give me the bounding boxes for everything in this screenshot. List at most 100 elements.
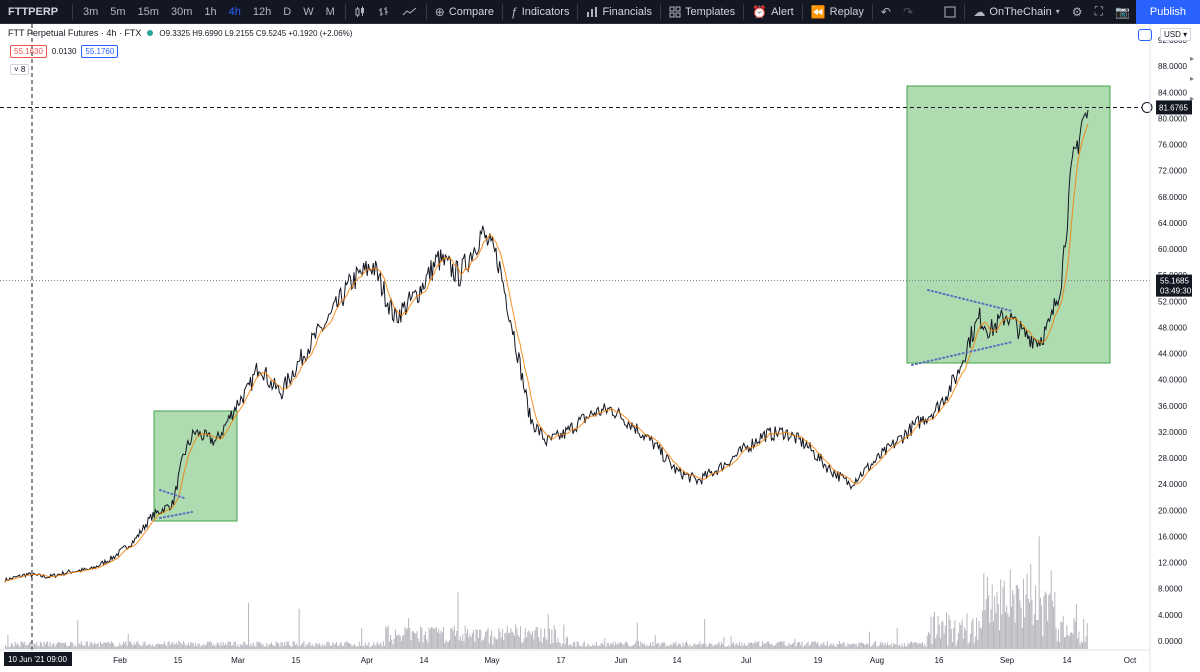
buy-price-button[interactable]: 55.1760 (81, 45, 119, 58)
toolbar-divider (577, 3, 579, 20)
undo-button[interactable]: ↶ (875, 0, 897, 24)
volume-bar (1003, 580, 1005, 649)
right-side-toolbar: ▸ ▸ ▸ (1190, 54, 1200, 114)
volume-bar (1023, 578, 1025, 649)
volume-bar (961, 619, 963, 649)
auto-scale-button[interactable] (1138, 29, 1152, 41)
volume-bar (1037, 619, 1039, 649)
volume-bar (347, 642, 349, 649)
volume-indicator-label: 8 (20, 65, 26, 74)
compare-button[interactable]: ⊕ Compare (429, 0, 500, 24)
bars-chart-type-button[interactable] (372, 0, 396, 24)
volume-bar (386, 627, 388, 649)
volume-bar (178, 640, 180, 649)
line-chart-type-button[interactable] (396, 0, 424, 24)
volume-bar (538, 636, 540, 649)
volume-bar (989, 622, 991, 649)
volume-bar (1053, 606, 1055, 649)
alerts-panel-icon[interactable]: ▸ (1190, 74, 1195, 83)
volume-bar (49, 641, 51, 649)
volume-bar (337, 645, 339, 649)
interval-15m-button[interactable]: 15m (137, 5, 159, 18)
layout-toggle-button[interactable] (938, 0, 962, 24)
interval-d-button[interactable]: D (283, 5, 292, 18)
volume-bar (917, 644, 919, 649)
volume-bar (959, 622, 961, 649)
volume-bar (495, 639, 497, 649)
time-tick-label: 14 (673, 656, 682, 665)
volume-bar (964, 627, 966, 649)
volume-bar (781, 641, 783, 649)
interval-m-button[interactable]: M (325, 5, 335, 18)
volume-bar (452, 630, 454, 649)
layout-name-button[interactable]: ☁ OnTheChain ▾ (967, 0, 1065, 24)
watchlist-icon[interactable]: ▸ (1190, 54, 1195, 63)
alert-button[interactable]: ⏰ Alert (746, 0, 800, 24)
financials-button[interactable]: Financials (580, 0, 658, 24)
volume-bar (237, 644, 239, 649)
replay-icon: ⏪ (810, 4, 826, 19)
templates-button[interactable]: Templates (663, 0, 741, 24)
interval-30m-button[interactable]: 30m (170, 5, 193, 18)
volume-bar (11, 642, 13, 649)
volume-bar (758, 641, 760, 649)
volume-bar (878, 645, 880, 649)
volume-bar (521, 642, 523, 649)
volume-bar (939, 638, 941, 649)
volume-bar (299, 645, 301, 649)
volume-bar (935, 638, 937, 649)
volume-bar (444, 642, 446, 649)
volume-bar (236, 646, 238, 649)
fullscreen-button[interactable]: ⛶ (1089, 0, 1109, 24)
volume-bar (811, 641, 813, 649)
snapshot-button[interactable]: 📷 (1109, 0, 1136, 24)
volume-bar (578, 645, 580, 649)
series-title[interactable]: FTT Perpetual Futures · 4h · FTX (8, 28, 142, 38)
volume-bar (244, 642, 246, 649)
volume-bar (12, 644, 14, 649)
symbol-search-button[interactable]: FTTPERP (0, 0, 70, 24)
candles-chart-type-button[interactable] (348, 0, 372, 24)
volume-bar (446, 641, 448, 649)
interval-4h-button[interactable]: 4h (228, 5, 241, 18)
volume-bar (627, 643, 629, 649)
volume-bar (932, 616, 934, 649)
volume-bar (183, 641, 185, 649)
interval-group: 3m 5m 15m 30m 1h 4h 12h D W M (75, 0, 343, 24)
volume-bar (1078, 631, 1080, 649)
volume-bar (995, 612, 997, 649)
interval-1h-button[interactable]: 1h (204, 5, 217, 18)
volume-bar (370, 646, 372, 649)
currency-selector[interactable]: USD ▾ (1160, 28, 1192, 41)
volume-bar (866, 643, 868, 649)
redo-button[interactable]: ↷ (897, 0, 919, 24)
volume-bar (257, 641, 259, 649)
settings-button[interactable]: ⚙ (1066, 0, 1089, 24)
interval-5m-button[interactable]: 5m (110, 5, 126, 18)
volume-indicator-toggle[interactable]: ˅ 8 (10, 64, 30, 75)
replay-button[interactable]: ⏪ Replay (805, 0, 870, 24)
time-tick-label: Jun (615, 656, 628, 665)
volume-bar (262, 644, 264, 649)
volume-bar (506, 626, 508, 649)
volume-bar (85, 641, 87, 649)
volume-bar (919, 643, 921, 649)
volume-bar (872, 644, 874, 649)
volume-bar (636, 622, 638, 649)
volume-bar (622, 644, 624, 649)
volume-bar (875, 641, 877, 649)
volume-bar (133, 642, 135, 649)
volume-bar (177, 644, 179, 649)
volume-bar (344, 642, 346, 649)
volume-bar (700, 645, 702, 649)
interval-3m-button[interactable]: 3m (83, 5, 99, 18)
indicators-button[interactable]: ƒ Indicators (505, 0, 575, 24)
ideas-panel-icon[interactable]: ▸ (1190, 94, 1195, 103)
volume-bar (1083, 618, 1085, 649)
sell-price-button[interactable]: 55.1630 (10, 45, 47, 58)
publish-button[interactable]: Publish (1135, 0, 1200, 24)
interval-12h-button[interactable]: 12h (252, 5, 272, 18)
interval-w-button[interactable]: W (303, 5, 314, 18)
